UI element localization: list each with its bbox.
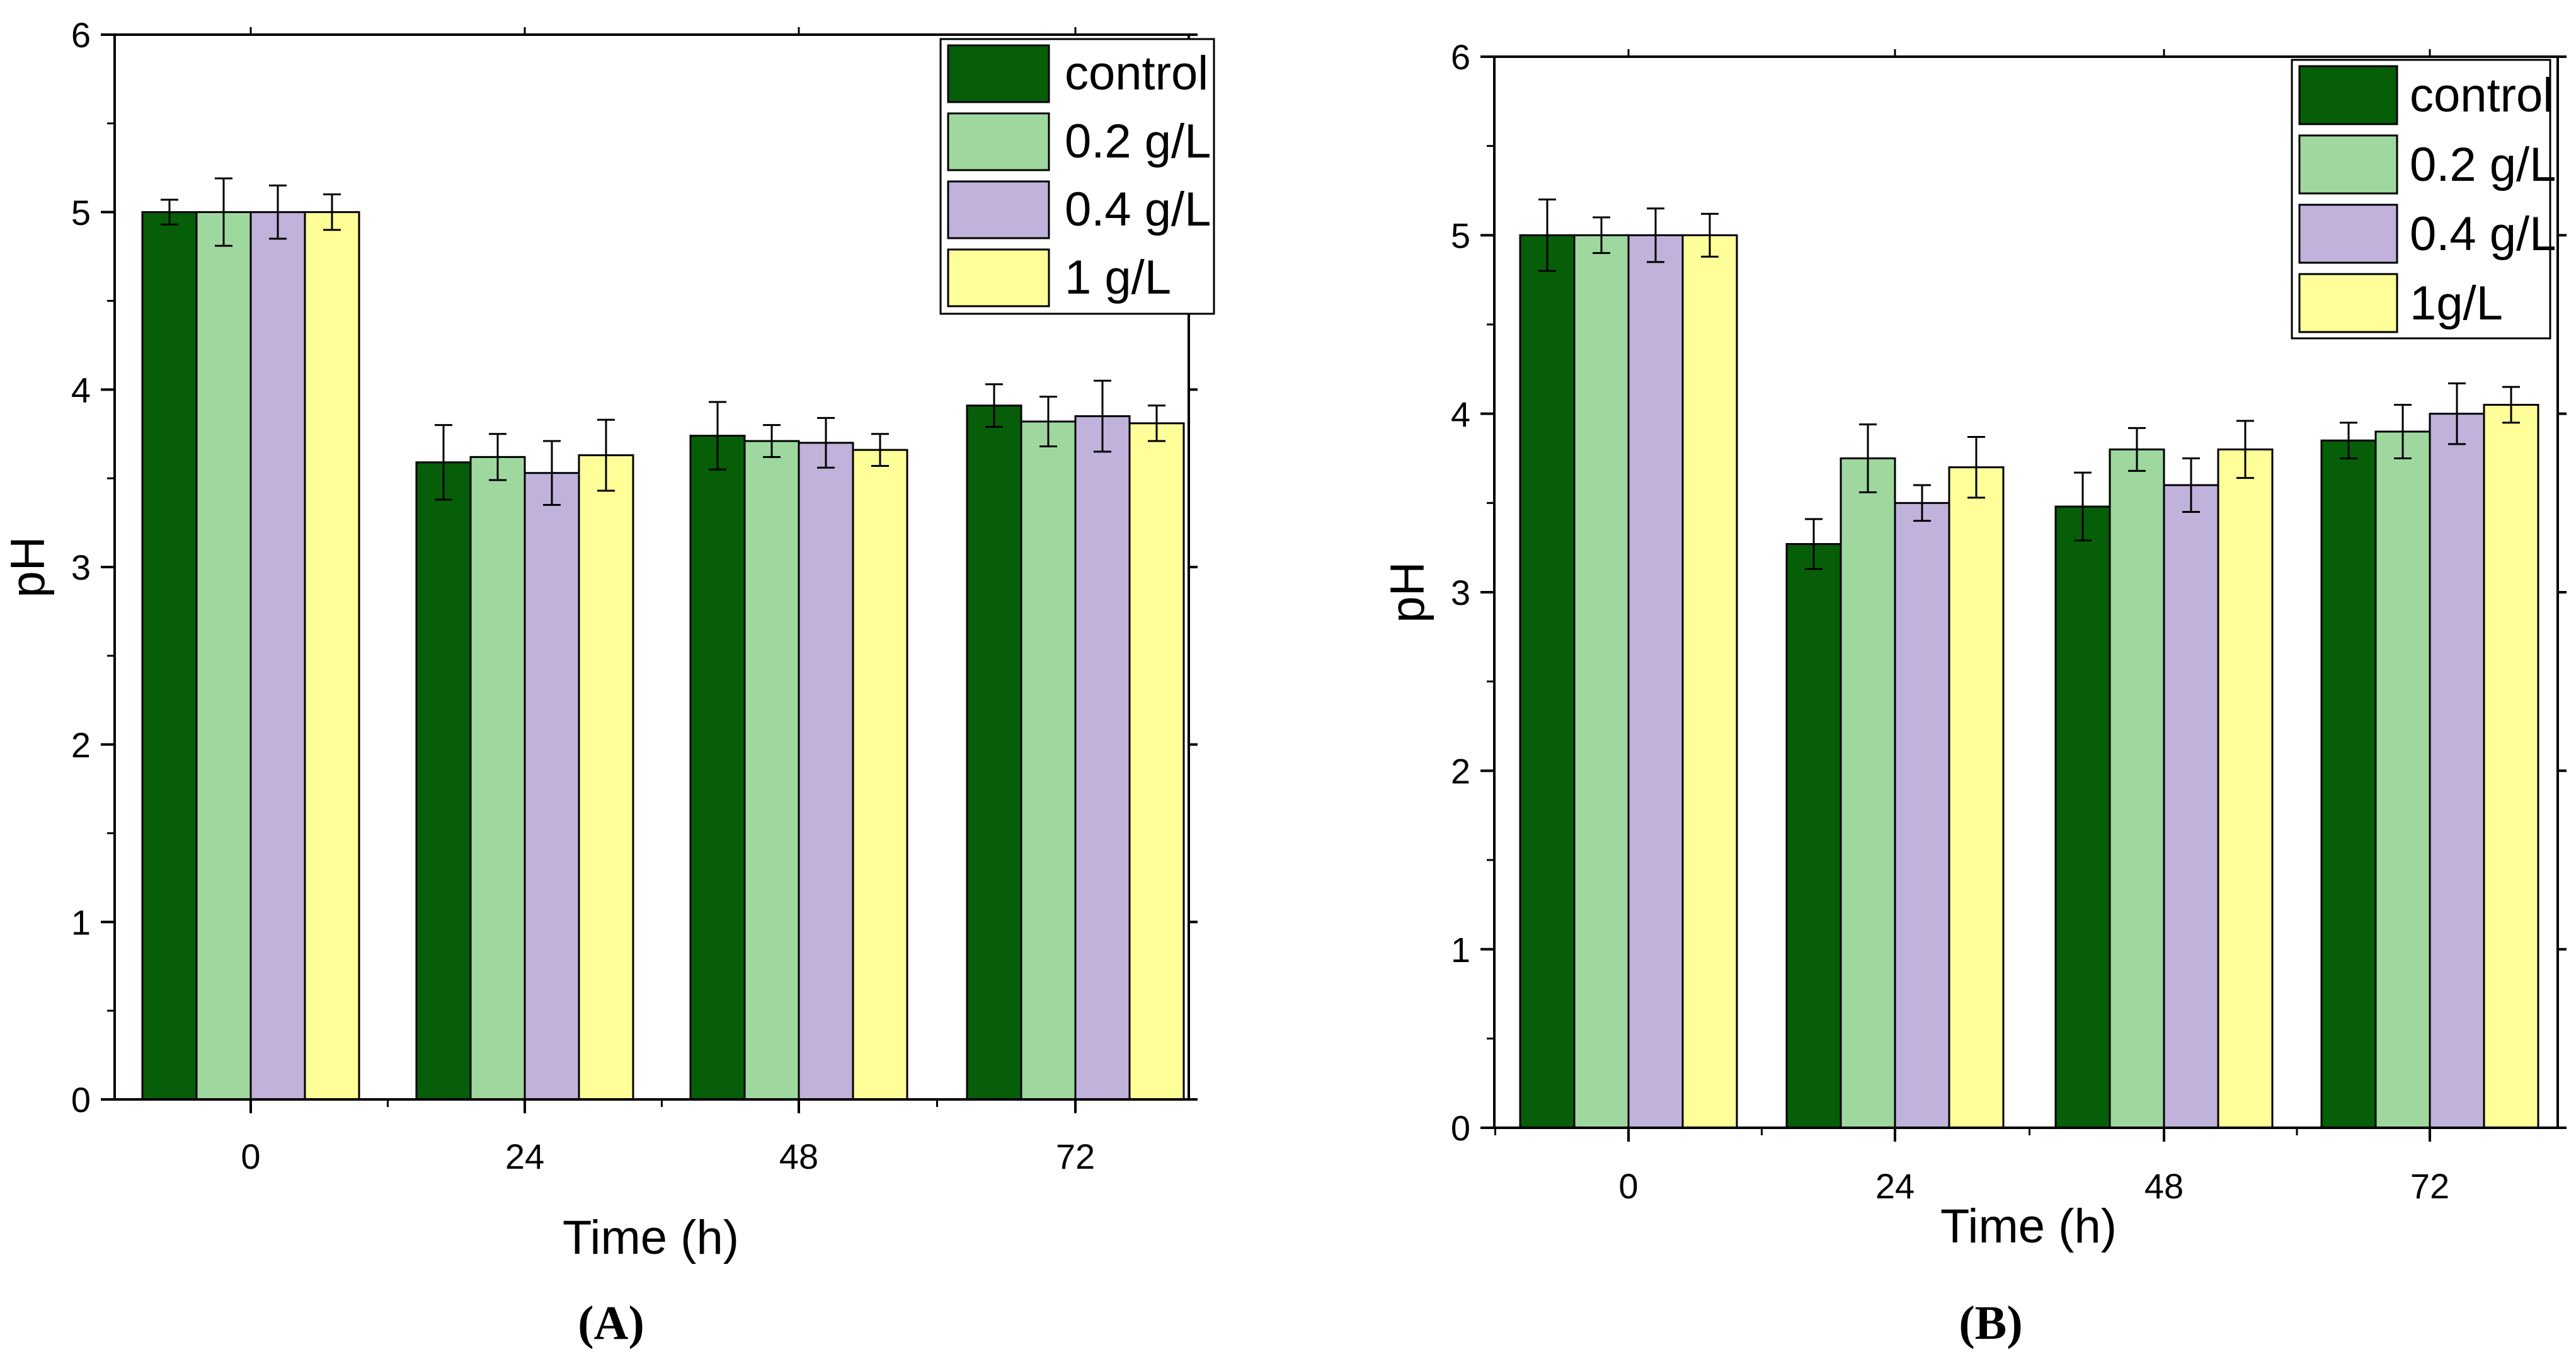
panel-label-part: ( bbox=[1959, 1297, 1974, 1350]
y-tick-label: 4 bbox=[71, 370, 91, 410]
bar bbox=[2374, 430, 2431, 1129]
bar bbox=[743, 440, 800, 1101]
bar bbox=[798, 442, 854, 1101]
y-tick-label: 3 bbox=[71, 548, 91, 587]
panel-label: (B) bbox=[1959, 1297, 2022, 1350]
bar bbox=[469, 456, 526, 1101]
bar bbox=[966, 404, 1022, 1101]
y-tick-label: 0 bbox=[71, 1080, 91, 1120]
panel-label-part: B bbox=[1975, 1297, 2007, 1350]
bar bbox=[2163, 484, 2219, 1129]
y-tick-label: 5 bbox=[1451, 215, 1470, 255]
legend-label: 0.2 g/L bbox=[1065, 115, 1211, 168]
y-tick-label: 6 bbox=[1451, 37, 1470, 77]
bar bbox=[1128, 422, 1185, 1101]
bar bbox=[141, 211, 198, 1101]
y-tick-label: 4 bbox=[1451, 394, 1470, 434]
x-tick-label: 48 bbox=[2144, 1166, 2184, 1206]
x-tick-label: 0 bbox=[241, 1137, 260, 1176]
bar bbox=[1020, 420, 1077, 1101]
y-tick-label: 5 bbox=[71, 193, 91, 232]
bar bbox=[689, 435, 746, 1101]
panel-label-part: ) bbox=[628, 1297, 644, 1350]
y-axis-label: pH bbox=[1, 536, 55, 597]
legend: control 0.2 g/L 0.4 g/L 1 g/L bbox=[939, 38, 1215, 315]
bar bbox=[2217, 448, 2274, 1129]
legend-swatch bbox=[2298, 134, 2398, 195]
y-tick-label: 2 bbox=[1451, 751, 1470, 791]
legend-swatch bbox=[947, 112, 1050, 171]
bar bbox=[1074, 415, 1131, 1101]
x-tick-label: 0 bbox=[1618, 1166, 1638, 1206]
legend-label: 1g/L bbox=[2410, 277, 2503, 330]
bar bbox=[2054, 505, 2111, 1129]
legend-label: 0.4 g/L bbox=[1065, 183, 1211, 236]
legend-swatch bbox=[947, 248, 1050, 307]
x-axis-label: Time (h) bbox=[1940, 1200, 2117, 1253]
y-tick-label: 0 bbox=[1451, 1108, 1470, 1148]
legend-label: 0.2 g/L bbox=[2410, 138, 2556, 192]
bar bbox=[1519, 234, 1576, 1129]
legend-swatch bbox=[2298, 273, 2398, 333]
bar bbox=[415, 461, 472, 1101]
chart-panel-a: 0 1 2 3 4 5 6 0 24 48 72 Time (h) pH control 0.2 g/L 0.… bbox=[1, 15, 1215, 1350]
panel-label-part: A bbox=[594, 1297, 629, 1350]
bar bbox=[1681, 234, 1738, 1129]
chart-panel-b: 0 1 2 3 4 5 6 0 24 48 72 Time (h) pH control 0.2 g/L 0.… bbox=[1381, 37, 2567, 1350]
x-tick-label: 24 bbox=[1875, 1166, 1915, 1206]
y-tick-label: 1 bbox=[1451, 930, 1470, 970]
bar bbox=[1840, 457, 1896, 1129]
y-tick-label: 2 bbox=[71, 725, 91, 765]
x-axis-label: Time (h) bbox=[563, 1211, 739, 1264]
x-tick-label: 72 bbox=[1056, 1137, 1095, 1176]
bar bbox=[524, 472, 580, 1101]
bar bbox=[578, 454, 634, 1101]
legend-swatch bbox=[947, 44, 1050, 103]
legend: control 0.2 g/L 0.4 g/L 1g/L bbox=[2291, 59, 2556, 340]
x-tick-label: 48 bbox=[779, 1137, 818, 1176]
bar bbox=[2109, 448, 2165, 1129]
y-tick-label: 3 bbox=[1451, 573, 1470, 612]
panel-label-part: ( bbox=[578, 1297, 593, 1350]
legend-label: control bbox=[1065, 47, 1208, 100]
x-tick-label: 72 bbox=[2410, 1166, 2449, 1206]
bar bbox=[1894, 502, 1950, 1129]
bar bbox=[852, 449, 908, 1101]
bar bbox=[1627, 234, 1684, 1129]
y-tick-label: 6 bbox=[71, 15, 91, 55]
bar bbox=[2429, 413, 2485, 1129]
bar bbox=[1573, 234, 1630, 1129]
bar bbox=[304, 211, 360, 1101]
panel-label-part: ) bbox=[2006, 1297, 2022, 1350]
y-axis-label: pH bbox=[1381, 561, 1434, 622]
bar bbox=[2320, 439, 2377, 1129]
legend-swatch bbox=[2298, 204, 2398, 264]
legend-swatch bbox=[2298, 65, 2398, 125]
bar bbox=[2483, 404, 2539, 1129]
legend-swatch bbox=[947, 180, 1050, 239]
bar bbox=[249, 211, 306, 1101]
legend-label: 0.4 g/L bbox=[2410, 207, 2556, 261]
bar bbox=[1785, 543, 1842, 1129]
x-tick-label: 24 bbox=[505, 1137, 544, 1176]
bar bbox=[1948, 466, 2005, 1129]
panel-label: (A) bbox=[578, 1297, 644, 1350]
legend-label: 1 g/L bbox=[1065, 251, 1171, 304]
bar bbox=[195, 211, 252, 1101]
y-tick-label: 1 bbox=[71, 902, 91, 942]
legend-label: control bbox=[2410, 69, 2553, 122]
